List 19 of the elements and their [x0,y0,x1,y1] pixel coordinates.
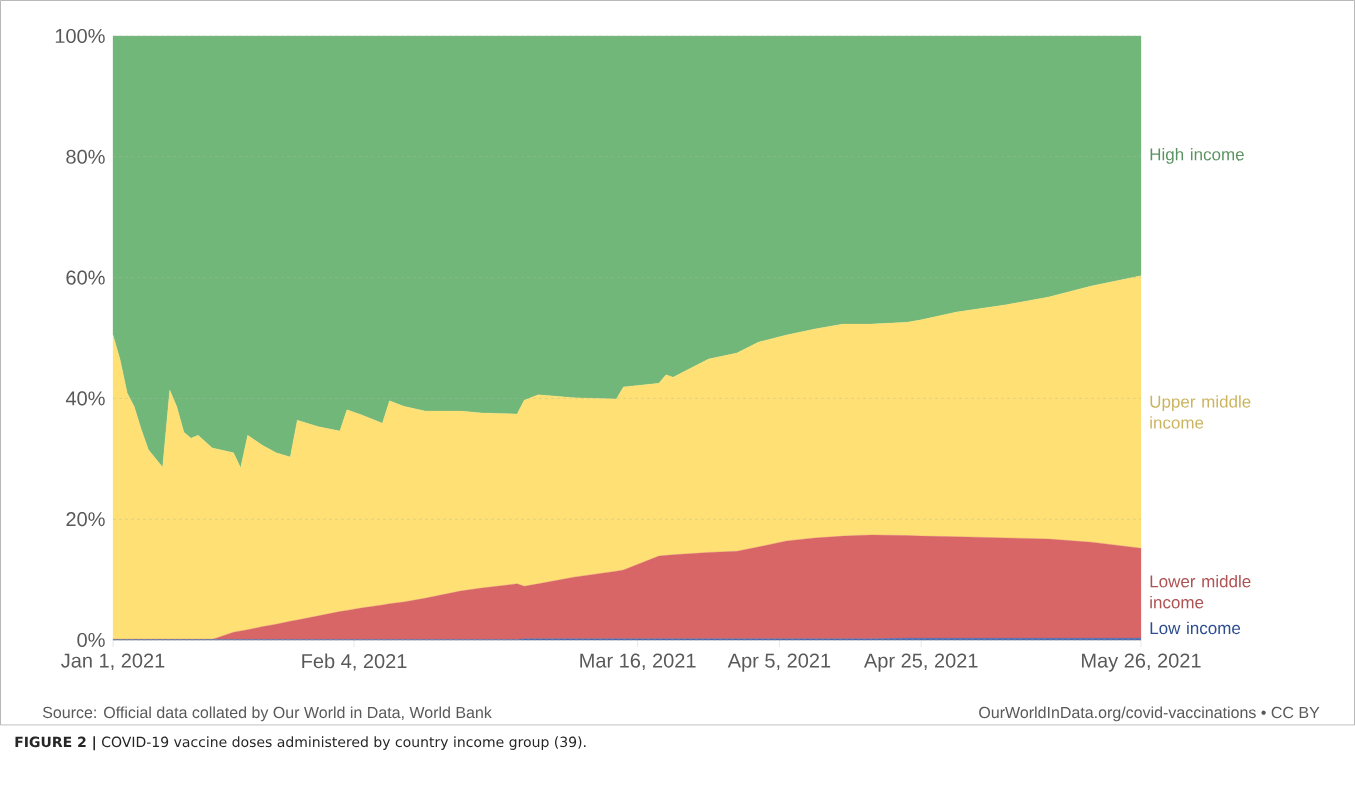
y-tick-label: 40% [65,391,105,406]
x-tick-label: Mar 16, 2021 [580,653,696,671]
x-tick-label: Apr 25, 2021 [863,653,978,672]
series-label: High income [1150,147,1244,164]
x-tick-label: Apr 5, 2021 [727,653,831,672]
series-label: Upper middle income [1150,395,1251,429]
series-label: Low income [1150,621,1241,635]
text: FIGURE 2 | COVID-19 vaccine doses administered by country income group (39). [15,736,586,751]
series-label: Lower middle income [1150,574,1251,609]
y-tick-label: 100% [55,28,105,44]
y-tick-label: 60% [66,270,105,285]
x-tick-label: Jan 1, 2021 [61,653,165,671]
y-tick-label: 20% [66,512,105,527]
y-tick-label: 0% [77,632,105,648]
x-tick-label: May 26, 2021 [1082,653,1201,672]
source-note: Source: Official data collated by Our World in Data, World Bank [42,706,492,722]
x-tick-label: Feb 4, 2021 [302,653,407,671]
y-tick-label: 80% [66,149,105,164]
text: OurWorldInData.org/covid-vaccinations • CC BY [979,706,1320,722]
